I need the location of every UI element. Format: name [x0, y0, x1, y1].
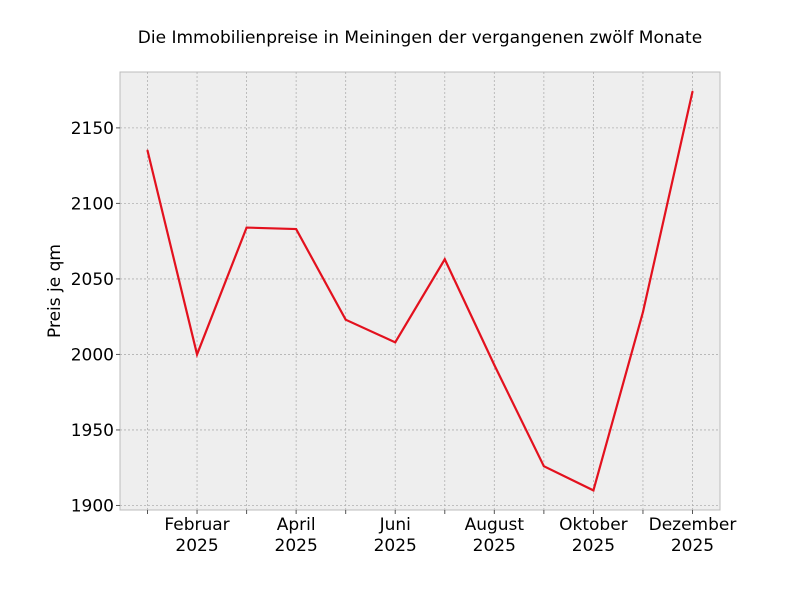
- x-tick-label-year: 2025: [572, 536, 615, 556]
- grid: [120, 72, 720, 510]
- x-tick-label: April: [277, 515, 316, 535]
- x-tick-label-year: 2025: [473, 536, 516, 556]
- data-point: [245, 226, 248, 229]
- x-axis-ticks: Februar2025April2025Juni2025August2025Ok…: [147, 510, 737, 556]
- y-tick-label: 1900: [71, 496, 114, 516]
- y-tick-label: 1950: [71, 421, 114, 441]
- y-tick-label: 2100: [71, 194, 114, 214]
- data-point: [146, 149, 149, 152]
- x-tick-label-year: 2025: [374, 536, 417, 556]
- y-axis-label: Preis je qm: [45, 244, 65, 338]
- data-point: [592, 489, 595, 492]
- chart-title: Die Immobilienpreise in Meiningen der ve…: [138, 28, 702, 48]
- data-point: [493, 364, 496, 367]
- y-tick-label: 2150: [71, 119, 114, 139]
- data-point: [691, 90, 694, 93]
- x-tick-label: Februar: [164, 515, 229, 535]
- data-point: [542, 465, 545, 468]
- y-tick-label: 2000: [71, 345, 114, 365]
- data-point: [443, 258, 446, 261]
- x-tick-label: August: [465, 515, 525, 535]
- data-point: [196, 353, 199, 356]
- data-point: [394, 341, 397, 344]
- y-axis-ticks: 1900 1950 2000 2050 2100 2150: [71, 119, 120, 516]
- x-tick-label: Oktober: [559, 515, 628, 535]
- x-tick-label-year: 2025: [175, 536, 218, 556]
- x-tick-label-year: 2025: [671, 536, 714, 556]
- series-line: [146, 91, 694, 492]
- x-tick-label: Juni: [379, 515, 411, 535]
- x-tick-label: Dezember: [649, 515, 737, 535]
- data-point: [641, 311, 644, 314]
- y-tick-label: 2050: [71, 270, 114, 290]
- data-point: [295, 228, 298, 231]
- series-layer: [146, 90, 694, 492]
- x-tick-label-year: 2025: [275, 536, 318, 556]
- data-point: [344, 318, 347, 321]
- plot-area: [119, 71, 721, 511]
